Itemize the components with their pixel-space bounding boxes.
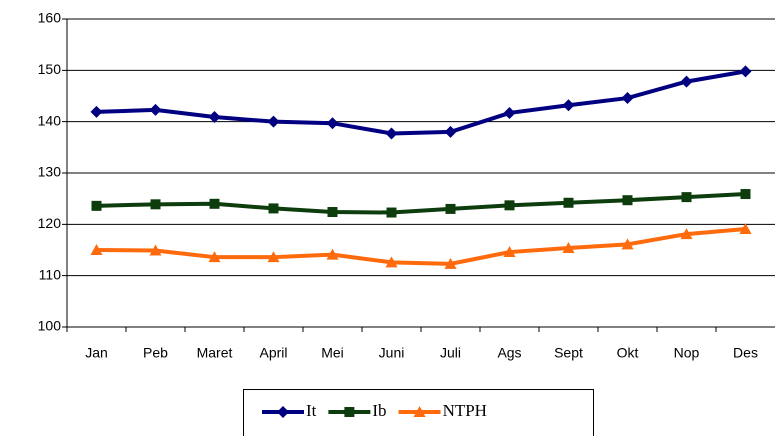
x-tick-label: Maret <box>197 345 233 361</box>
marker <box>562 241 575 253</box>
marker <box>621 92 634 105</box>
marker <box>386 207 397 218</box>
marker <box>503 106 516 119</box>
marker <box>444 125 457 138</box>
x-tick-label: Juli <box>440 345 461 361</box>
marker <box>504 200 515 211</box>
x-tick-label: Mei <box>321 345 344 361</box>
marker <box>444 257 457 269</box>
x-tick-label: Ags <box>497 345 521 361</box>
marker <box>681 192 692 203</box>
x-tick-label: Peb <box>143 345 168 361</box>
marker <box>385 127 398 140</box>
marker <box>268 203 279 214</box>
marker <box>326 248 339 260</box>
marker <box>90 244 103 255</box>
x-tick-label: Des <box>733 345 758 361</box>
x-tick-label: Nop <box>674 345 700 361</box>
x-tick-label: Jan <box>85 345 108 361</box>
marker <box>149 244 162 256</box>
marker <box>267 251 280 263</box>
marker <box>445 203 456 214</box>
marker <box>739 222 752 234</box>
legend: It Ib NTPH <box>243 389 594 436</box>
x-tick-label: April <box>259 345 287 361</box>
marker <box>562 99 575 112</box>
marker <box>503 246 516 258</box>
marker <box>91 200 102 211</box>
marker <box>740 189 751 200</box>
y-tick-label: 160 <box>38 10 62 26</box>
x-tick-label: Juni <box>379 345 405 361</box>
marker <box>680 75 693 88</box>
marker <box>208 251 221 263</box>
legend-label: Ib <box>372 401 386 420</box>
y-tick-label: 110 <box>39 266 62 282</box>
series-line <box>96 192 746 215</box>
y-tick-label: 120 <box>38 215 62 231</box>
marker <box>208 111 221 124</box>
marker <box>563 197 574 208</box>
x-tick-label: Okt <box>617 345 639 361</box>
marker <box>680 228 693 240</box>
series-line <box>96 226 746 266</box>
marker <box>149 103 162 116</box>
marker <box>326 117 339 130</box>
y-tick-label: 100 <box>38 318 62 334</box>
marker <box>621 238 634 250</box>
marker <box>413 406 426 417</box>
marker <box>267 115 280 128</box>
x-tick-label: Sept <box>554 345 583 361</box>
marker <box>739 65 752 78</box>
marker <box>344 407 355 417</box>
marker <box>90 105 103 118</box>
marker <box>327 207 338 218</box>
series-line <box>96 69 746 136</box>
y-tick-label: 140 <box>38 112 62 128</box>
y-tick-label: 150 <box>38 61 62 77</box>
legend-label: It <box>306 401 317 420</box>
marker <box>277 406 289 418</box>
marker <box>150 199 161 210</box>
y-tick-label: 130 <box>38 164 62 180</box>
marker <box>385 256 398 268</box>
marker <box>209 198 220 209</box>
legend-label: NTPH <box>443 401 487 420</box>
marker <box>622 195 633 206</box>
